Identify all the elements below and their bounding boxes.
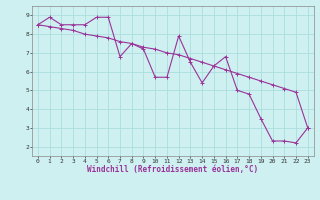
X-axis label: Windchill (Refroidissement éolien,°C): Windchill (Refroidissement éolien,°C) (87, 165, 258, 174)
